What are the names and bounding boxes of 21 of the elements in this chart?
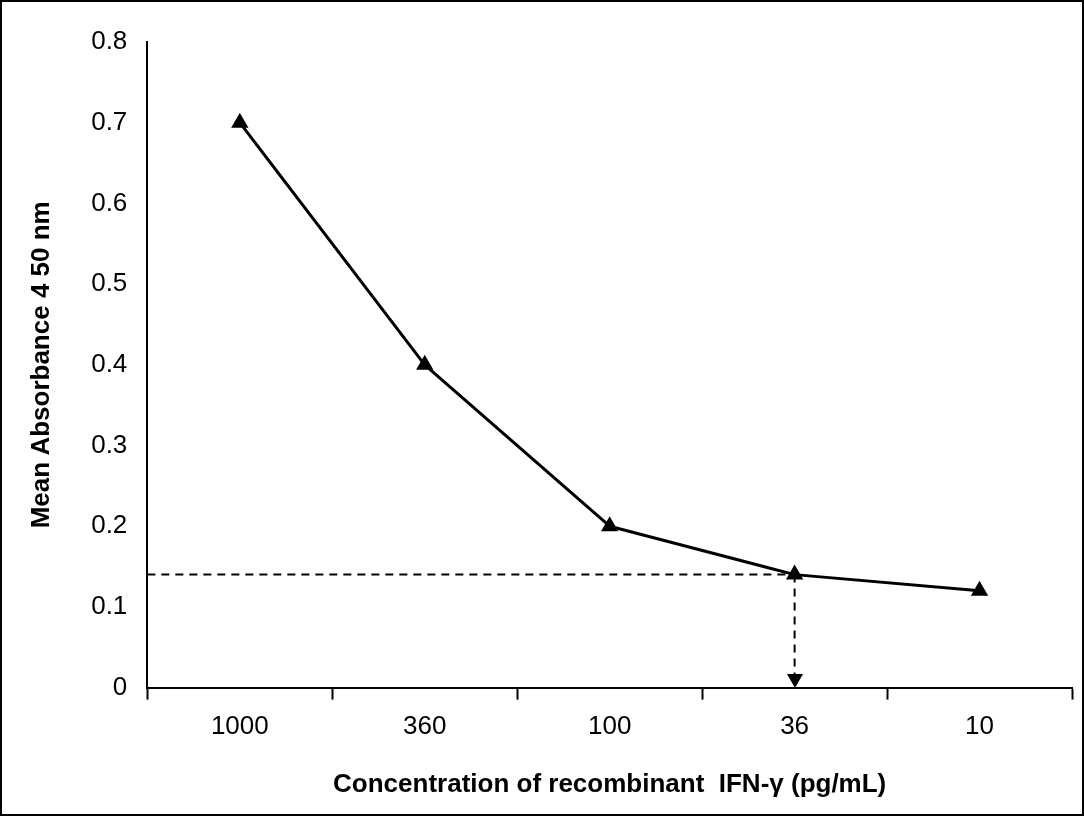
point <box>417 356 433 370</box>
y-tick-label: 0 <box>112 670 128 701</box>
y-tick-label: 0.4 <box>91 347 128 378</box>
point <box>971 582 988 596</box>
y-tick-label: 0.7 <box>91 105 128 136</box>
x-tick-label: 36 <box>780 710 810 741</box>
x-tick-label: 10 <box>965 710 994 741</box>
y-tick-label: 0.8 <box>91 25 128 56</box>
x-axis-title: Concentration of recombinant IFN-γ (pg/mL) <box>333 767 887 798</box>
y-tick-label: 0.1 <box>91 590 128 621</box>
y-axis-title: Mean Absorbance 4 50 nm <box>24 201 55 529</box>
y-tick-label: 0.2 <box>91 509 128 540</box>
x-tick-label: 360 <box>403 710 447 741</box>
y-tick-label: 0.5 <box>91 267 128 298</box>
x-tick-label: 1000 <box>210 710 269 741</box>
point <box>232 114 248 128</box>
point <box>602 517 618 532</box>
point <box>787 566 803 580</box>
y-tick-label: 0.3 <box>91 428 128 459</box>
x-tick-label: 100 <box>587 710 632 741</box>
y-tick-label: 0.6 <box>91 186 128 217</box>
